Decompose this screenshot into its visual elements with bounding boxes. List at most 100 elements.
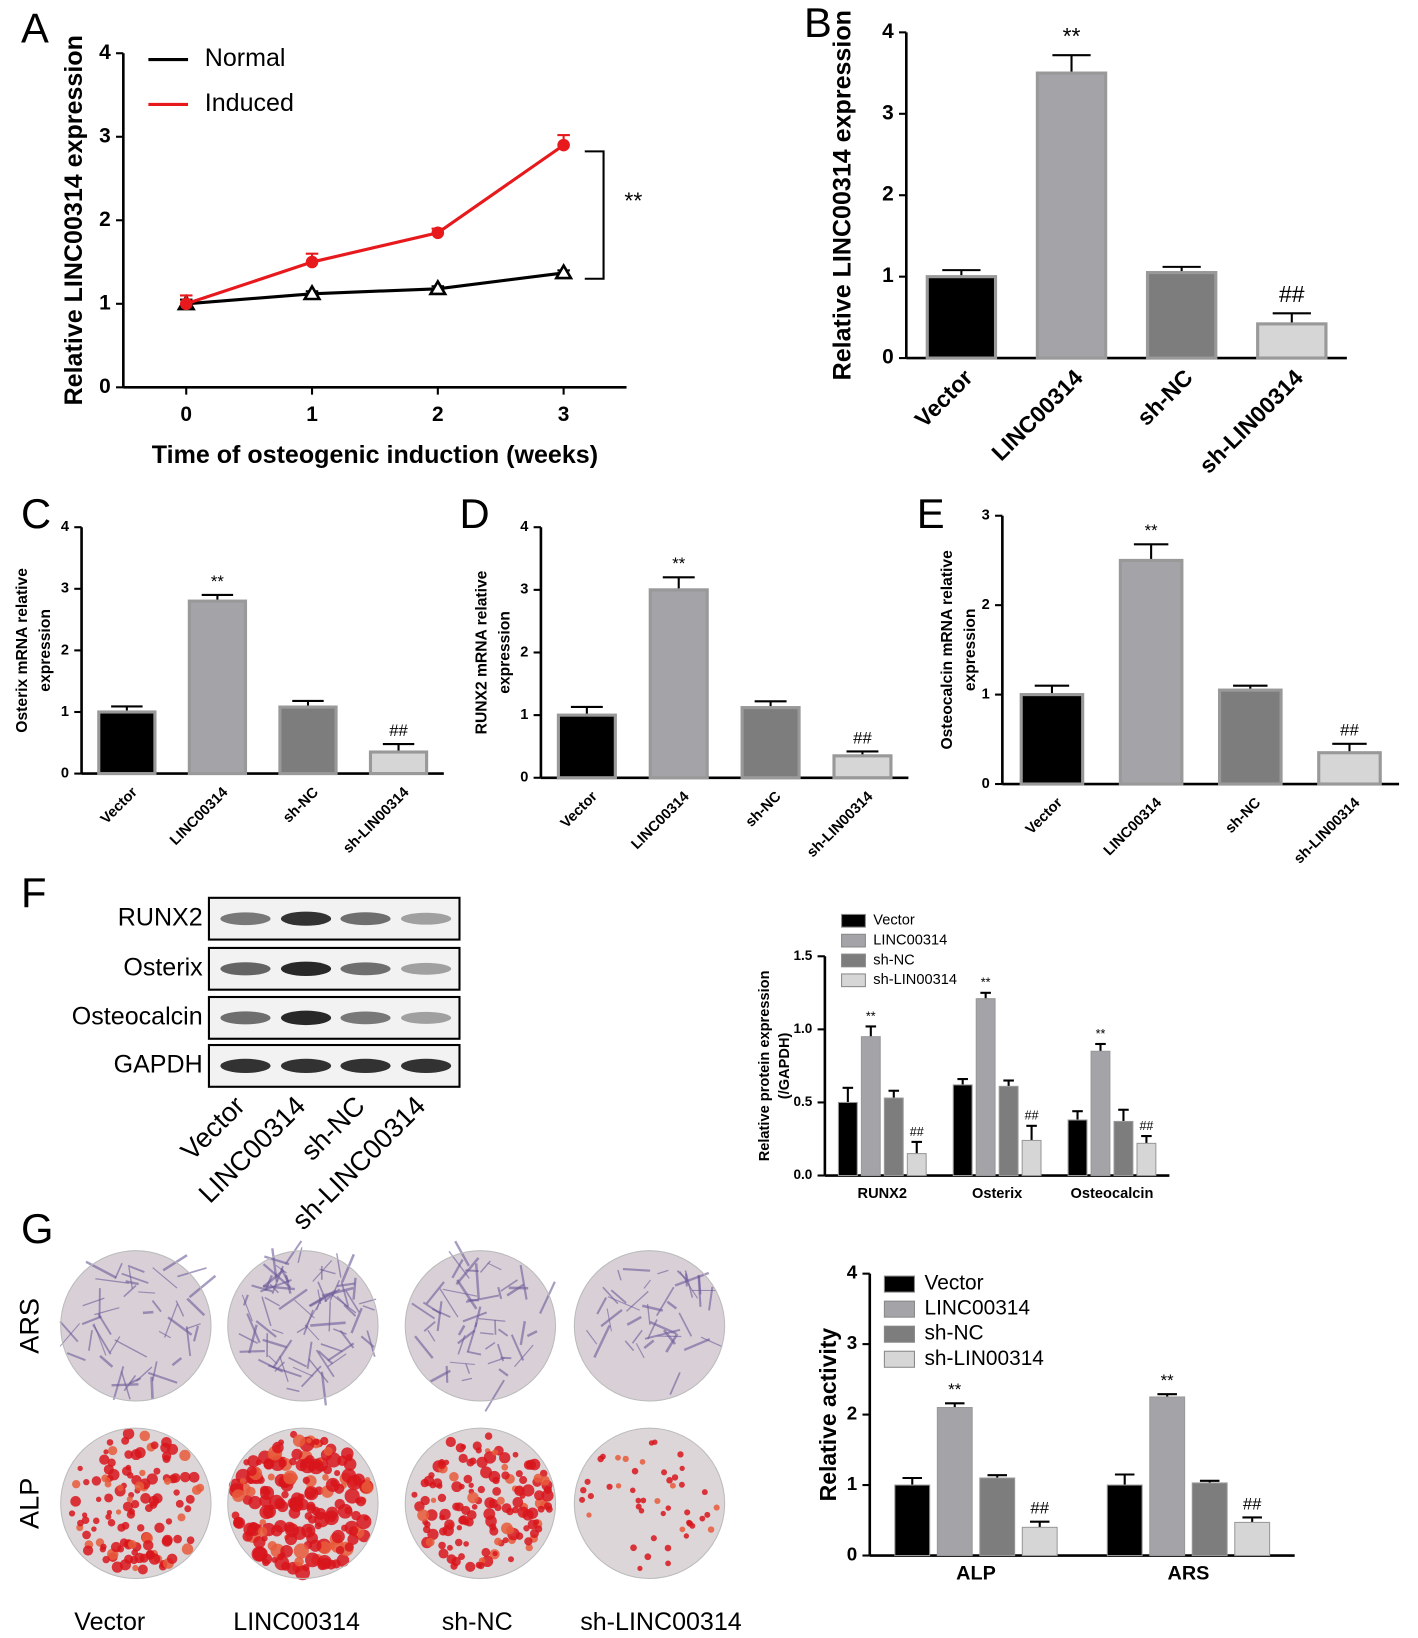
mineral-stain — [309, 1539, 322, 1552]
mineral-stain — [543, 1485, 552, 1495]
cell-stain — [514, 1344, 534, 1368]
blot-band — [340, 912, 391, 926]
cell-stain — [708, 1286, 714, 1311]
mineral-stain — [511, 1506, 519, 1514]
y-tick-label: 4 — [882, 20, 894, 43]
mineral-stain — [438, 1541, 446, 1550]
mineral-stain — [262, 1558, 270, 1567]
mineral-stain — [281, 1490, 289, 1499]
cell-stain — [248, 1324, 258, 1354]
panel-label: F — [21, 869, 47, 916]
x-axis-label: Time of osteogenic induction (weeks) — [152, 441, 598, 469]
mineral-stain — [449, 1471, 459, 1482]
legend-swatch — [883, 1275, 915, 1293]
staining-column-label: LINC00314 — [233, 1608, 360, 1636]
mineral-stain — [525, 1543, 533, 1552]
cell-stain — [700, 1336, 722, 1347]
mineral-stain — [165, 1518, 173, 1525]
mineral-stain — [458, 1453, 468, 1463]
mineral-stain — [661, 1469, 668, 1476]
cell-stain — [600, 1309, 623, 1328]
cell-stain — [431, 1308, 451, 1318]
cell-stain — [414, 1335, 434, 1359]
cell-stain — [158, 1330, 171, 1339]
mineral-stain — [364, 1476, 371, 1483]
significance-label: ## — [1030, 1499, 1049, 1518]
marker — [557, 138, 570, 152]
y-tick-label: 0 — [520, 770, 528, 786]
significance-label: ** — [1145, 521, 1158, 540]
mineral-stain — [146, 1473, 158, 1485]
mineral-stain — [467, 1491, 479, 1504]
y-tick-label: 1 — [982, 686, 990, 702]
cell-stain — [480, 1332, 494, 1335]
cell-stain — [162, 1254, 188, 1272]
bar — [278, 705, 338, 776]
mineral-stain — [463, 1541, 469, 1547]
mineral-stain — [699, 1515, 706, 1522]
mineral-stain — [294, 1556, 304, 1567]
mineral-stain — [99, 1454, 110, 1465]
y-tick-label: 2 — [61, 642, 69, 658]
cell-stain — [454, 1240, 470, 1267]
mineral-stain — [272, 1441, 284, 1454]
significance-label: ** — [211, 572, 224, 591]
significance-label: ## — [1243, 1494, 1262, 1513]
legend-label: LINC00314 — [873, 932, 947, 948]
mineral-stain — [347, 1533, 359, 1545]
mineral-stain — [466, 1510, 477, 1520]
bar — [860, 1036, 881, 1177]
cell-stain — [186, 1297, 206, 1317]
mineral-stain — [134, 1552, 145, 1564]
mineral-stain — [587, 1493, 594, 1500]
bar — [975, 998, 996, 1177]
mineral-stain — [654, 1497, 661, 1505]
mineral-stain — [506, 1525, 515, 1535]
mineral-stain — [445, 1436, 456, 1448]
y-tick-label: 3 — [99, 124, 111, 147]
mineral-stain — [105, 1513, 112, 1520]
mineral-stain — [249, 1521, 258, 1530]
marker — [428, 278, 448, 296]
mineral-stain — [117, 1523, 126, 1532]
cell-stain — [327, 1353, 347, 1368]
cell-stain — [242, 1294, 249, 1306]
y-axis-label: RUNX2 mRNA relative — [474, 570, 491, 734]
panel-label: E — [917, 490, 945, 537]
blot-band — [401, 912, 452, 925]
blot-band — [340, 1058, 391, 1073]
mineral-stain — [137, 1524, 145, 1532]
mineral-stain — [173, 1534, 183, 1544]
mineral-stain — [615, 1454, 621, 1461]
cell-stain — [152, 1267, 178, 1289]
mineral-stain — [456, 1525, 463, 1531]
cell-stain — [81, 1315, 102, 1326]
mineral-stain — [437, 1493, 447, 1503]
blot-row-label: Osteocalcin — [72, 1003, 203, 1031]
mineral-stain — [631, 1467, 639, 1475]
blot-band — [401, 1011, 452, 1024]
cell-stain — [606, 1308, 612, 1332]
legend-swatch — [883, 1325, 915, 1343]
mineral-stain — [242, 1531, 253, 1542]
y-tick-label: 0 — [99, 375, 111, 398]
y-tick-label: 2 — [520, 644, 528, 660]
significance-label: ** — [1096, 1027, 1106, 1041]
marker — [305, 255, 319, 269]
blot-band — [220, 1058, 271, 1073]
cell-stain — [343, 1304, 357, 1317]
mineral-stain — [344, 1542, 354, 1552]
mineral-stain — [540, 1475, 550, 1486]
mineral-stain — [106, 1439, 114, 1446]
mineral-stain — [492, 1551, 498, 1557]
mineral-stain — [288, 1507, 301, 1519]
bar — [979, 1477, 1016, 1557]
cell-stain — [92, 1324, 112, 1355]
mineral-stain — [292, 1526, 307, 1540]
cell-stain — [278, 1288, 308, 1311]
cell-stain — [340, 1253, 355, 1283]
legend-label: LINC00314 — [924, 1297, 1030, 1320]
significance-label: ** — [624, 188, 642, 214]
y-tick-label: 3 — [847, 1332, 857, 1353]
